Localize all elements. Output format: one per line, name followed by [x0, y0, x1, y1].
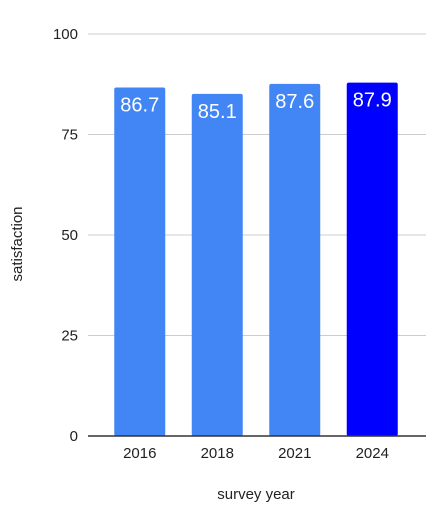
bar-2024 [346, 82, 398, 436]
bar-2016 [114, 87, 166, 436]
data-label-2024: 87.9 [353, 90, 392, 112]
x-tick-label-2018: 2018 [201, 445, 234, 462]
y-tick-label: 75 [61, 127, 78, 144]
y-tick-label: 50 [61, 227, 78, 244]
bars [114, 82, 398, 437]
data-label-2016: 86.7 [120, 94, 159, 116]
data-label-2018: 85.1 [198, 101, 237, 123]
bar-2021 [269, 83, 321, 437]
bar-2018 [191, 93, 243, 436]
y-tick-label: 25 [61, 328, 78, 345]
y-tick-label: 0 [70, 428, 78, 445]
x-tick-label-2016: 2016 [123, 445, 156, 462]
x-tick-label-2024: 2024 [356, 445, 389, 462]
data-labels: 86.7 85.1 87.6 87.9 [120, 90, 391, 123]
y-axis-title: satisfaction [9, 206, 26, 281]
data-label-2021: 87.6 [275, 91, 314, 113]
x-tick-label-2021: 2021 [278, 445, 311, 462]
axes: 0 25 50 75 100 2016 2018 2021 2024 [53, 26, 426, 462]
x-axis-title: survey year [217, 486, 295, 503]
y-tick-label: 100 [53, 26, 78, 43]
